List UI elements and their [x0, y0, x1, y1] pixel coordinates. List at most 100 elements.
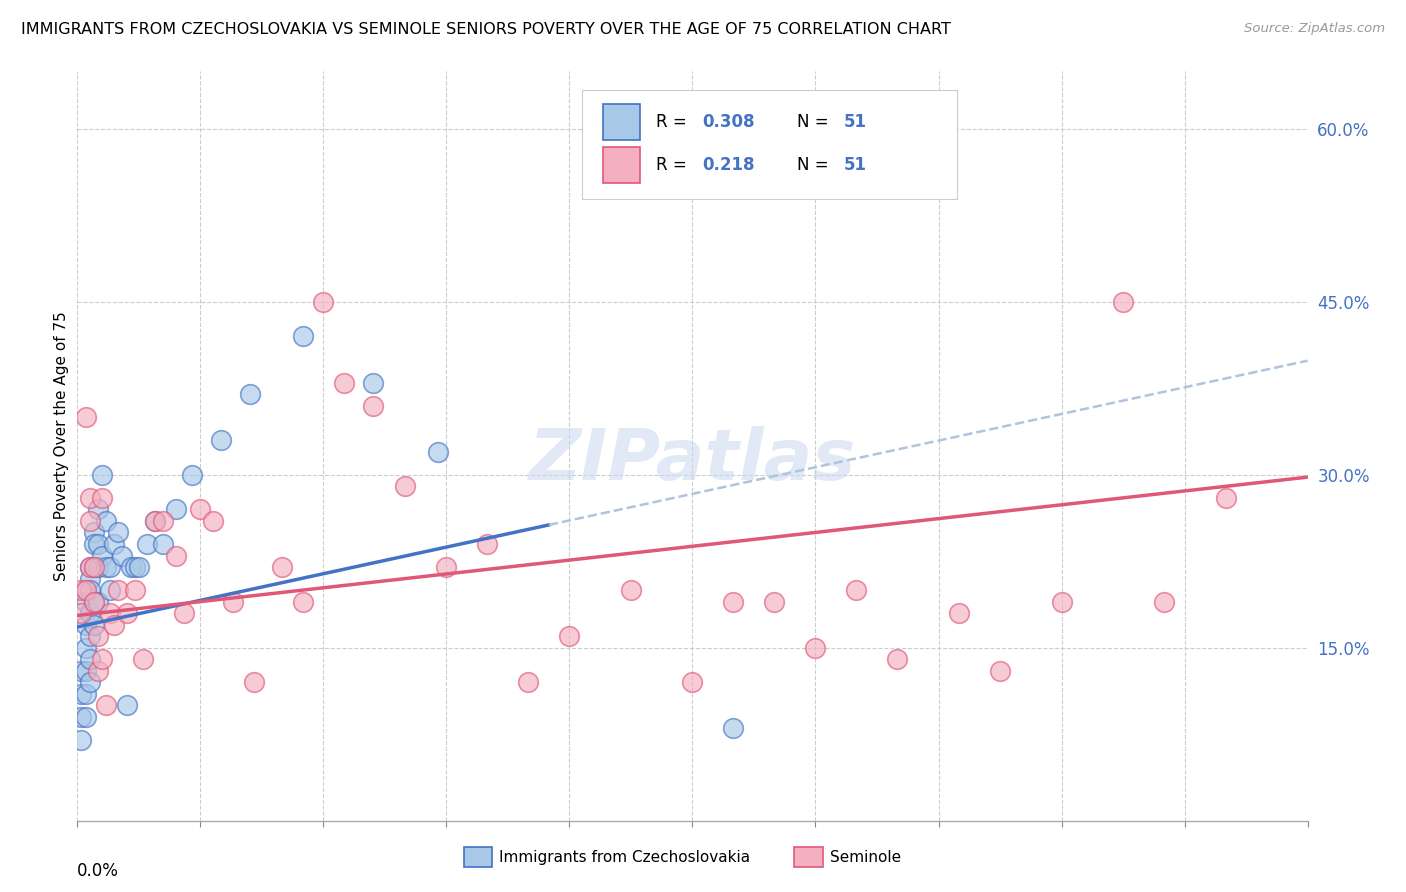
- FancyBboxPatch shape: [603, 147, 640, 183]
- Point: [75, 410, 97, 425]
- Text: 0.308: 0.308: [703, 113, 755, 131]
- Text: N =: N =: [797, 156, 834, 174]
- Point: [75, 710, 97, 724]
- Point: [107, 525, 129, 540]
- Point: [107, 583, 129, 598]
- Point: [90, 491, 114, 505]
- Point: [83, 525, 105, 540]
- Point: [90, 549, 114, 563]
- Point: [124, 560, 146, 574]
- Point: [333, 376, 356, 390]
- Point: [291, 594, 314, 608]
- Point: [558, 629, 581, 643]
- Point: [181, 467, 204, 482]
- Point: [83, 560, 105, 574]
- Point: [79, 491, 101, 505]
- Point: [75, 664, 97, 678]
- Text: 0.0%: 0.0%: [77, 862, 120, 880]
- Point: [1153, 594, 1175, 608]
- FancyBboxPatch shape: [603, 104, 640, 140]
- Point: [83, 594, 105, 608]
- Point: [242, 675, 264, 690]
- Text: Seminole: Seminole: [830, 850, 901, 864]
- Point: [143, 514, 166, 528]
- Point: [79, 572, 101, 586]
- Point: [90, 652, 114, 666]
- Point: [1050, 594, 1073, 608]
- Point: [70, 687, 93, 701]
- Point: [75, 594, 97, 608]
- Text: Source: ZipAtlas.com: Source: ZipAtlas.com: [1244, 22, 1385, 36]
- Point: [1112, 294, 1135, 309]
- Text: IMMIGRANTS FROM CZECHOSLOVAKIA VS SEMINOLE SENIORS POVERTY OVER THE AGE OF 75 CO: IMMIGRANTS FROM CZECHOSLOVAKIA VS SEMINO…: [21, 22, 950, 37]
- Point: [87, 629, 110, 643]
- Point: [103, 617, 125, 632]
- Point: [103, 537, 125, 551]
- Point: [120, 560, 142, 574]
- Point: [886, 652, 908, 666]
- Point: [152, 514, 174, 528]
- Point: [165, 502, 187, 516]
- Point: [222, 594, 245, 608]
- Point: [517, 675, 540, 690]
- Point: [124, 583, 146, 598]
- Text: 0.218: 0.218: [703, 156, 755, 174]
- Point: [79, 514, 101, 528]
- Point: [136, 537, 159, 551]
- Point: [83, 560, 105, 574]
- Text: 51: 51: [844, 113, 866, 131]
- Point: [427, 444, 450, 458]
- Point: [152, 537, 174, 551]
- Point: [94, 560, 117, 574]
- Point: [271, 560, 294, 574]
- Point: [312, 294, 335, 309]
- Point: [143, 514, 166, 528]
- Point: [477, 537, 499, 551]
- Point: [723, 722, 745, 736]
- Point: [361, 376, 384, 390]
- Point: [1215, 491, 1237, 505]
- Point: [79, 629, 101, 643]
- Point: [87, 594, 110, 608]
- Point: [75, 640, 97, 655]
- Point: [87, 664, 110, 678]
- Point: [239, 387, 262, 401]
- Point: [79, 652, 101, 666]
- Point: [173, 606, 195, 620]
- Point: [75, 583, 97, 598]
- Point: [70, 606, 93, 620]
- Point: [83, 617, 105, 632]
- Point: [90, 467, 114, 482]
- Point: [75, 617, 97, 632]
- Point: [98, 606, 121, 620]
- Point: [83, 537, 105, 551]
- Point: [98, 583, 121, 598]
- Point: [111, 549, 134, 563]
- Point: [70, 583, 93, 598]
- Point: [128, 560, 150, 574]
- Text: R =: R =: [655, 113, 692, 131]
- Point: [436, 560, 458, 574]
- Point: [70, 733, 93, 747]
- Point: [79, 606, 101, 620]
- Point: [682, 675, 704, 690]
- Text: N =: N =: [797, 113, 834, 131]
- Point: [723, 594, 745, 608]
- Point: [361, 399, 384, 413]
- Text: R =: R =: [655, 156, 692, 174]
- Point: [948, 606, 970, 620]
- Point: [79, 560, 101, 574]
- Point: [79, 675, 101, 690]
- Point: [988, 664, 1011, 678]
- Point: [201, 514, 224, 528]
- Point: [115, 698, 138, 713]
- Point: [188, 502, 212, 516]
- Point: [87, 560, 110, 574]
- Point: [804, 640, 827, 655]
- Point: [70, 710, 93, 724]
- Text: ZIPatlas: ZIPatlas: [529, 426, 856, 495]
- Point: [394, 479, 416, 493]
- FancyBboxPatch shape: [582, 90, 957, 199]
- Point: [79, 583, 101, 598]
- Point: [209, 434, 232, 448]
